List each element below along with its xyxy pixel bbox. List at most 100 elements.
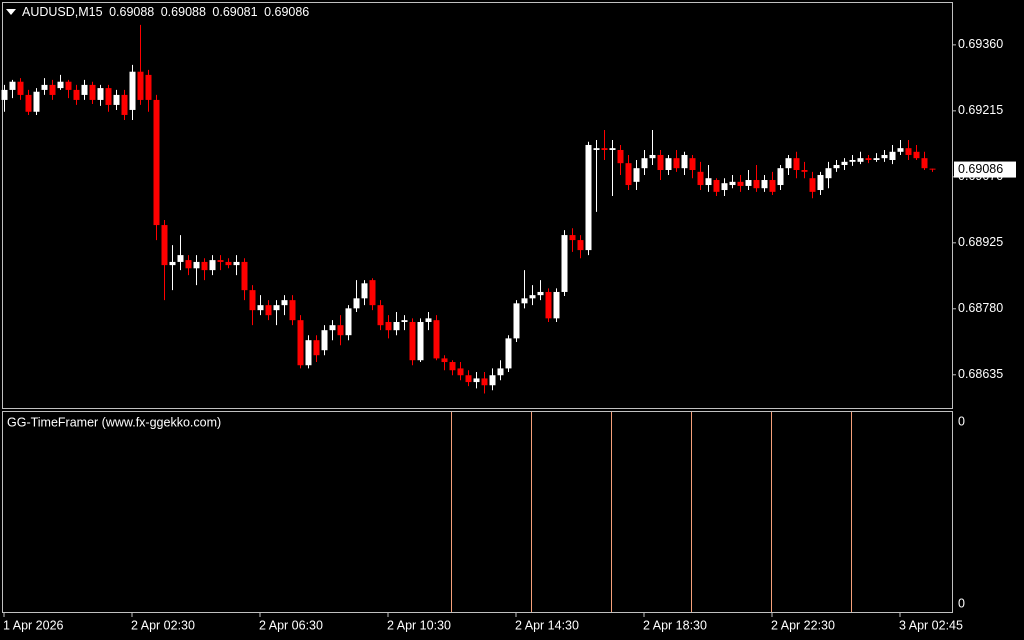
candle-body	[785, 158, 792, 169]
candle-body	[905, 148, 912, 155]
main-pane-frame	[2, 2, 953, 409]
candle-body	[169, 261, 176, 266]
close-value: 0.69086	[264, 5, 309, 19]
candle-body	[777, 168, 784, 186]
candle-body	[817, 175, 824, 191]
x-tick-label: 2 Apr 06:30	[259, 618, 323, 632]
candle-body	[673, 158, 680, 169]
candle-body	[41, 84, 48, 90]
candle-body	[217, 260, 224, 262]
candle-body	[721, 183, 728, 191]
candle-body	[257, 305, 264, 311]
candle-body	[625, 163, 632, 186]
candle-body	[809, 178, 816, 192]
low-value: 0.69081	[212, 5, 257, 19]
candle-body	[633, 168, 640, 182]
symbol: AUDUSD,M15	[22, 5, 103, 19]
y-tick-label: 0.69215	[958, 103, 1003, 117]
candle-body	[857, 158, 864, 162]
candle-body	[329, 325, 336, 331]
candle-body	[137, 71, 144, 100]
x-tick-label: 3 Apr 02:45	[899, 618, 963, 632]
candle-body	[521, 298, 528, 304]
candle-body	[193, 261, 200, 269]
candle-body	[89, 84, 96, 100]
candle-body	[529, 295, 536, 299]
candle-body	[601, 148, 608, 150]
x-tick-label: 2 Apr 10:30	[387, 618, 451, 632]
candle-body	[1, 89, 8, 100]
candle-body	[225, 261, 232, 266]
candle-body	[593, 148, 600, 150]
candle-body	[801, 170, 808, 172]
candle-body	[73, 89, 80, 100]
candle-body	[249, 290, 256, 311]
candle-body	[473, 378, 480, 383]
candle-body	[865, 158, 872, 160]
header: AUDUSD,M15 0.69088 0.69088 0.69081 0.690…	[22, 5, 309, 19]
candle-body	[417, 321, 424, 361]
candle-body	[617, 149, 624, 164]
x-tick-label: 2 Apr 02:30	[131, 618, 195, 632]
candle-body	[761, 180, 768, 189]
candle-body	[505, 338, 512, 369]
candle-body	[81, 84, 88, 95]
candle-body	[209, 260, 216, 271]
candle-body	[185, 260, 192, 269]
candle-body	[641, 158, 648, 169]
candle-body	[577, 240, 584, 251]
candle-body	[489, 375, 496, 386]
candle-body	[849, 159, 856, 162]
candle-body	[345, 308, 352, 336]
candle-body	[97, 88, 104, 100]
candle-body	[769, 180, 776, 192]
indicator-title: GG-TimeFramer (www.fx-ggekko.com)	[7, 415, 221, 429]
y-tick-label: 0.68635	[958, 367, 1003, 381]
candle-body	[17, 81, 24, 95]
x-tick-label: 2 Apr 14:30	[515, 618, 579, 632]
candle-body	[713, 180, 720, 192]
candle-body	[561, 235, 568, 292]
candle-body	[449, 362, 456, 371]
candle-body	[929, 168, 936, 170]
candle-body	[681, 154, 688, 169]
dropdown-arrow[interactable]	[6, 9, 16, 15]
candle-body	[297, 320, 304, 366]
candle-body	[921, 158, 928, 169]
candle-body	[65, 81, 72, 90]
candle-body	[481, 378, 488, 386]
candle-body	[513, 303, 520, 339]
candle-body	[697, 171, 704, 186]
candle-body	[281, 300, 288, 306]
candle-body	[585, 144, 592, 251]
candle-body	[841, 161, 848, 165]
candle-body	[49, 84, 56, 95]
candle-body	[313, 340, 320, 356]
candle-body	[377, 305, 384, 326]
candle-body	[873, 158, 880, 160]
candle-body	[265, 305, 272, 316]
candle-body	[33, 91, 40, 112]
candle-body	[737, 181, 744, 186]
candle-body	[425, 318, 432, 322]
candle-body	[385, 321, 392, 331]
candle-body	[105, 88, 112, 105]
sub-scale-label: 0	[958, 596, 965, 610]
candle-body	[689, 158, 696, 171]
y-tick-label: 0.69360	[958, 37, 1003, 51]
candle-body	[9, 81, 16, 90]
high-value: 0.69088	[161, 5, 206, 19]
sub-pane-frame	[2, 411, 953, 613]
candle-body	[745, 180, 752, 186]
candle-body	[393, 321, 400, 331]
candle-body	[433, 320, 440, 359]
candle-body	[121, 94, 128, 115]
open-value: 0.69088	[109, 5, 154, 19]
y-tick-label: 0.68925	[958, 235, 1003, 249]
candle-body	[129, 71, 136, 110]
candle-body	[177, 255, 184, 262]
candle-body	[913, 151, 920, 159]
candle-body	[409, 321, 416, 361]
